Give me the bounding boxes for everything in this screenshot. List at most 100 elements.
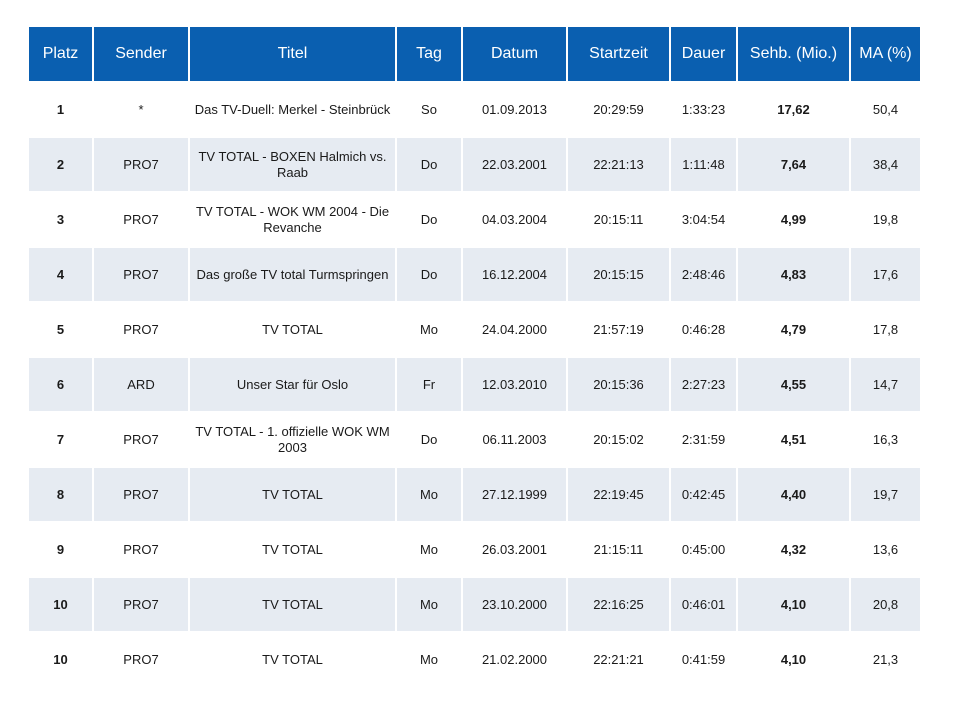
header-titel: Titel [190, 27, 395, 83]
cell-sender: * [94, 83, 188, 138]
table-row: 7 PRO7 TV TOTAL - 1. offizielle WOK WM 200… [29, 413, 920, 468]
cell-tag: Mo [397, 633, 461, 688]
cell-dauer: 2:31:59 [671, 413, 736, 468]
cell-dauer: 1:33:23 [671, 83, 736, 138]
cell-datum: 06.11.2003 [463, 413, 566, 468]
cell-tag: Mo [397, 523, 461, 578]
cell-platz: 8 [29, 468, 92, 523]
cell-dauer: 2:27:23 [671, 358, 736, 413]
header-sehbeteiligung: Sehb. (Mio.) [738, 27, 849, 83]
header-startzeit: Startzeit [568, 27, 669, 83]
cell-platz: 4 [29, 248, 92, 303]
cell-dauer: 0:46:01 [671, 578, 736, 633]
table-row: 9 PRO7 TV TOTAL Mo 26.03.2001 21:15:11 0:45:00… [29, 523, 920, 578]
cell-ma: 19,8 [851, 193, 920, 248]
cell-startzeit: 20:29:59 [568, 83, 669, 138]
cell-dauer: 0:42:45 [671, 468, 736, 523]
header-tag: Tag [397, 27, 461, 83]
cell-dauer: 0:45:00 [671, 523, 736, 578]
cell-startzeit: 20:15:15 [568, 248, 669, 303]
cell-ma: 19,7 [851, 468, 920, 523]
cell-startzeit: 22:16:25 [568, 578, 669, 633]
cell-sehb: 4,55 [738, 358, 849, 413]
cell-titel: TV TOTAL - BOXEN Halmich vs. Raab [190, 138, 395, 193]
cell-startzeit: 20:15:11 [568, 193, 669, 248]
ranking-table: Platz Sender Titel Tag Datum Startzeit D… [27, 27, 922, 688]
cell-tag: Do [397, 193, 461, 248]
cell-startzeit: 21:57:19 [568, 303, 669, 358]
cell-datum: 16.12.2004 [463, 248, 566, 303]
table-row: 2 PRO7 TV TOTAL - BOXEN Halmich vs. Raab Do… [29, 138, 920, 193]
cell-datum: 24.04.2000 [463, 303, 566, 358]
cell-dauer: 0:46:28 [671, 303, 736, 358]
cell-dauer: 1:11:48 [671, 138, 736, 193]
cell-ma: 13,6 [851, 523, 920, 578]
cell-datum: 12.03.2010 [463, 358, 566, 413]
table-row: 10 PRO7 TV TOTAL Mo 21.02.2000 22:21:21 0:41:5… [29, 633, 920, 688]
cell-startzeit: 21:15:11 [568, 523, 669, 578]
table-row: 1 * Das TV-Duell: Merkel - Steinbrück So 01.… [29, 83, 920, 138]
cell-dauer: 2:48:46 [671, 248, 736, 303]
cell-titel: TV TOTAL [190, 633, 395, 688]
cell-platz: 2 [29, 138, 92, 193]
cell-titel: Das TV-Duell: Merkel - Steinbrück [190, 83, 395, 138]
cell-tag: Do [397, 413, 461, 468]
cell-platz: 7 [29, 413, 92, 468]
cell-tag: Mo [397, 468, 461, 523]
cell-titel: TV TOTAL - WOK WM 2004 - Die Revanche [190, 193, 395, 248]
cell-startzeit: 20:15:02 [568, 413, 669, 468]
cell-sehb: 4,51 [738, 413, 849, 468]
header-datum: Datum [463, 27, 566, 83]
cell-platz: 3 [29, 193, 92, 248]
cell-platz: 1 [29, 83, 92, 138]
cell-platz: 10 [29, 578, 92, 633]
cell-datum: 23.10.2000 [463, 578, 566, 633]
cell-platz: 10 [29, 633, 92, 688]
cell-platz: 9 [29, 523, 92, 578]
cell-dauer: 0:41:59 [671, 633, 736, 688]
cell-sehb: 4,79 [738, 303, 849, 358]
cell-sender: PRO7 [94, 303, 188, 358]
cell-titel: TV TOTAL [190, 468, 395, 523]
cell-ma: 17,6 [851, 248, 920, 303]
cell-sender: PRO7 [94, 633, 188, 688]
cell-ma: 14,7 [851, 358, 920, 413]
cell-tag: Do [397, 248, 461, 303]
cell-startzeit: 22:21:13 [568, 138, 669, 193]
cell-sender: ARD [94, 358, 188, 413]
cell-tag: Mo [397, 578, 461, 633]
header-dauer: Dauer [671, 27, 736, 83]
cell-startzeit: 22:21:21 [568, 633, 669, 688]
cell-dauer: 3:04:54 [671, 193, 736, 248]
cell-sehb: 7,64 [738, 138, 849, 193]
cell-sehb: 4,32 [738, 523, 849, 578]
cell-ma: 50,4 [851, 83, 920, 138]
cell-sehb: 4,10 [738, 578, 849, 633]
table-row: 3 PRO7 TV TOTAL - WOK WM 2004 - Die Revanc… [29, 193, 920, 248]
cell-sender: PRO7 [94, 193, 188, 248]
table-body: 1 * Das TV-Duell: Merkel - Steinbrück So 01.… [29, 83, 920, 688]
cell-tag: Mo [397, 303, 461, 358]
cell-sender: PRO7 [94, 468, 188, 523]
cell-datum: 26.03.2001 [463, 523, 566, 578]
cell-platz: 5 [29, 303, 92, 358]
cell-sender: PRO7 [94, 138, 188, 193]
header-sender: Sender [94, 27, 188, 83]
cell-sender: PRO7 [94, 578, 188, 633]
cell-ma: 20,8 [851, 578, 920, 633]
cell-startzeit: 20:15:36 [568, 358, 669, 413]
cell-ma: 21,3 [851, 633, 920, 688]
cell-titel: TV TOTAL [190, 578, 395, 633]
cell-sender: PRO7 [94, 413, 188, 468]
cell-sender: PRO7 [94, 523, 188, 578]
cell-titel: Unser Star für Oslo [190, 358, 395, 413]
cell-platz: 6 [29, 358, 92, 413]
table-row: 4 PRO7 Das große TV total Turmspringen Do 16… [29, 248, 920, 303]
cell-sehb: 4,99 [738, 193, 849, 248]
cell-tag: Fr [397, 358, 461, 413]
cell-tag: So [397, 83, 461, 138]
cell-titel: Das große TV total Turmspringen [190, 248, 395, 303]
cell-ma: 17,8 [851, 303, 920, 358]
cell-sehb: 17,62 [738, 83, 849, 138]
cell-titel: TV TOTAL - 1. offizielle WOK WM 2003 [190, 413, 395, 468]
